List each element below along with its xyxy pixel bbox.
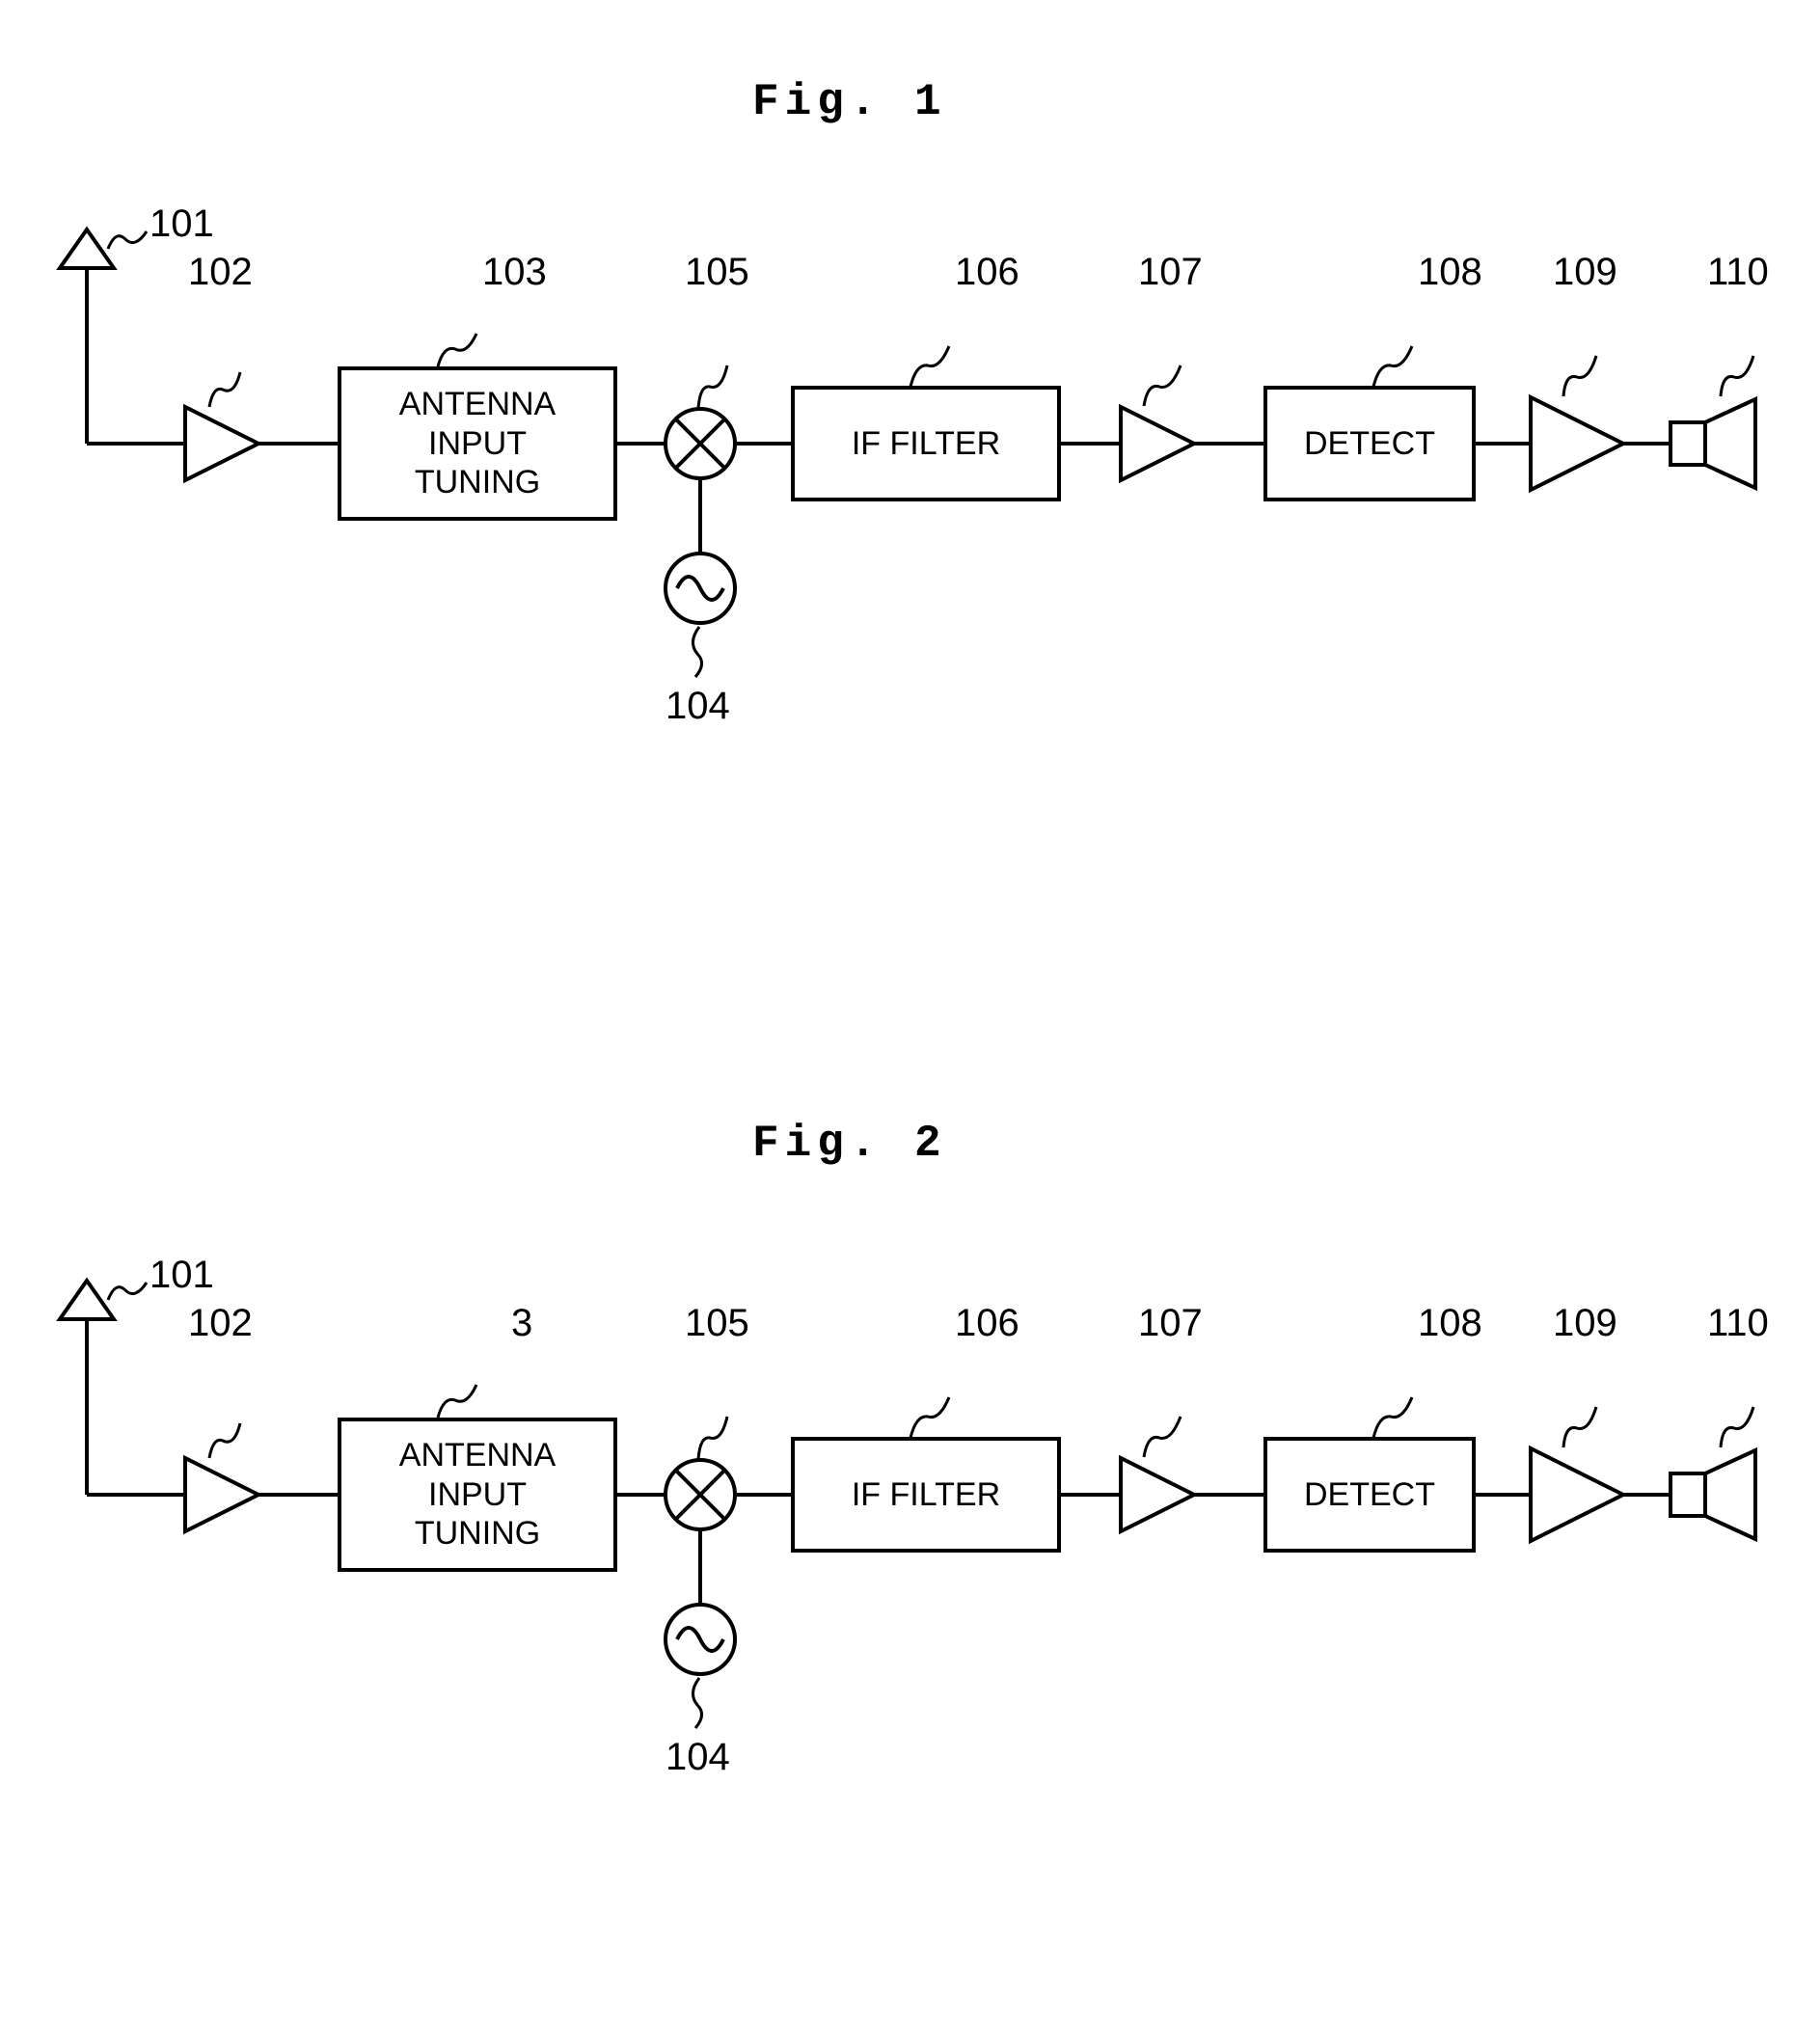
lead-103 <box>434 328 492 376</box>
label-110: 110 <box>1707 1302 1769 1345</box>
detect-block: DETECT <box>1263 1437 1476 1553</box>
fig2-title: Fig. 2 <box>752 1119 947 1169</box>
amp-107-icon <box>1119 405 1206 482</box>
detect-text: DETECT <box>1304 1475 1435 1515</box>
lead-105 <box>693 362 741 415</box>
label-102: 102 <box>188 251 253 294</box>
label-101: 101 <box>149 1254 214 1297</box>
mixer-icon <box>664 407 741 484</box>
antenna-input-tuning-block: ANTENNA INPUT TUNING <box>338 1418 617 1572</box>
label-3: 3 <box>511 1302 532 1345</box>
lead-110 <box>1715 1403 1768 1456</box>
antenna-input-tuning-block: ANTENNA INPUT TUNING <box>338 366 617 521</box>
antenna-tuning-text: ANTENNA INPUT TUNING <box>399 1436 556 1554</box>
lead-102 <box>205 1418 254 1466</box>
lead-3 <box>434 1379 492 1427</box>
if-filter-text: IF FILTER <box>852 424 1000 464</box>
label-108: 108 <box>1418 1302 1482 1345</box>
fig2-diagram: 101 102 ANTENNA INPUT TUNING 3 <box>0 1254 1820 1851</box>
label-110: 110 <box>1707 251 1769 294</box>
antenna-tuning-text: ANTENNA INPUT TUNING <box>399 385 556 502</box>
label-101: 101 <box>149 203 214 246</box>
label-107: 107 <box>1138 1302 1203 1345</box>
fig1-diagram: 101 102 ANTENNA INPUT TUNING 103 <box>0 203 1820 800</box>
wire-mixer-osc <box>696 480 706 557</box>
oscillator-icon <box>664 1603 741 1680</box>
oscillator-icon <box>664 552 741 629</box>
lead-110 <box>1715 352 1768 405</box>
lead-107 <box>1140 362 1193 415</box>
label-105: 105 <box>685 1302 749 1345</box>
wire-mixer-osc <box>696 1531 706 1608</box>
label-109: 109 <box>1553 251 1617 294</box>
label-105: 105 <box>685 251 749 294</box>
lead-108 <box>1370 342 1427 395</box>
page: Fig. 1 101 102 ANTENNA INPUT TUNING <box>0 0 1820 2027</box>
if-filter-text: IF FILTER <box>852 1475 1000 1515</box>
lead-105 <box>693 1413 741 1466</box>
label-104: 104 <box>666 1736 730 1779</box>
detect-block: DETECT <box>1263 386 1476 501</box>
amp-109-icon <box>1529 1446 1635 1543</box>
mixer-icon <box>664 1458 741 1535</box>
label-104: 104 <box>666 685 730 728</box>
label-109: 109 <box>1553 1302 1617 1345</box>
amp-107-icon <box>1119 1456 1206 1533</box>
lead-108 <box>1370 1393 1427 1446</box>
lead-102 <box>205 366 254 415</box>
detect-text: DETECT <box>1304 424 1435 464</box>
if-filter-block: IF FILTER <box>791 386 1061 501</box>
label-102: 102 <box>188 1302 253 1345</box>
amp-109-icon <box>1529 395 1635 492</box>
lead-104 <box>680 1676 728 1734</box>
amp-102-icon <box>183 405 270 482</box>
lead-106 <box>907 342 964 395</box>
lead-104 <box>680 625 728 683</box>
label-103: 103 <box>482 251 547 294</box>
lead-107 <box>1140 1413 1193 1466</box>
label-107: 107 <box>1138 251 1203 294</box>
speaker-icon <box>1669 395 1775 492</box>
lead-109 <box>1558 352 1611 405</box>
fig1-title: Fig. 1 <box>752 77 947 127</box>
if-filter-block: IF FILTER <box>791 1437 1061 1553</box>
label-108: 108 <box>1418 251 1482 294</box>
label-106: 106 <box>955 1302 1019 1345</box>
label-106: 106 <box>955 251 1019 294</box>
lead-106 <box>907 1393 964 1446</box>
lead-109 <box>1558 1403 1611 1456</box>
amp-102-icon <box>183 1456 270 1533</box>
speaker-icon <box>1669 1446 1775 1543</box>
